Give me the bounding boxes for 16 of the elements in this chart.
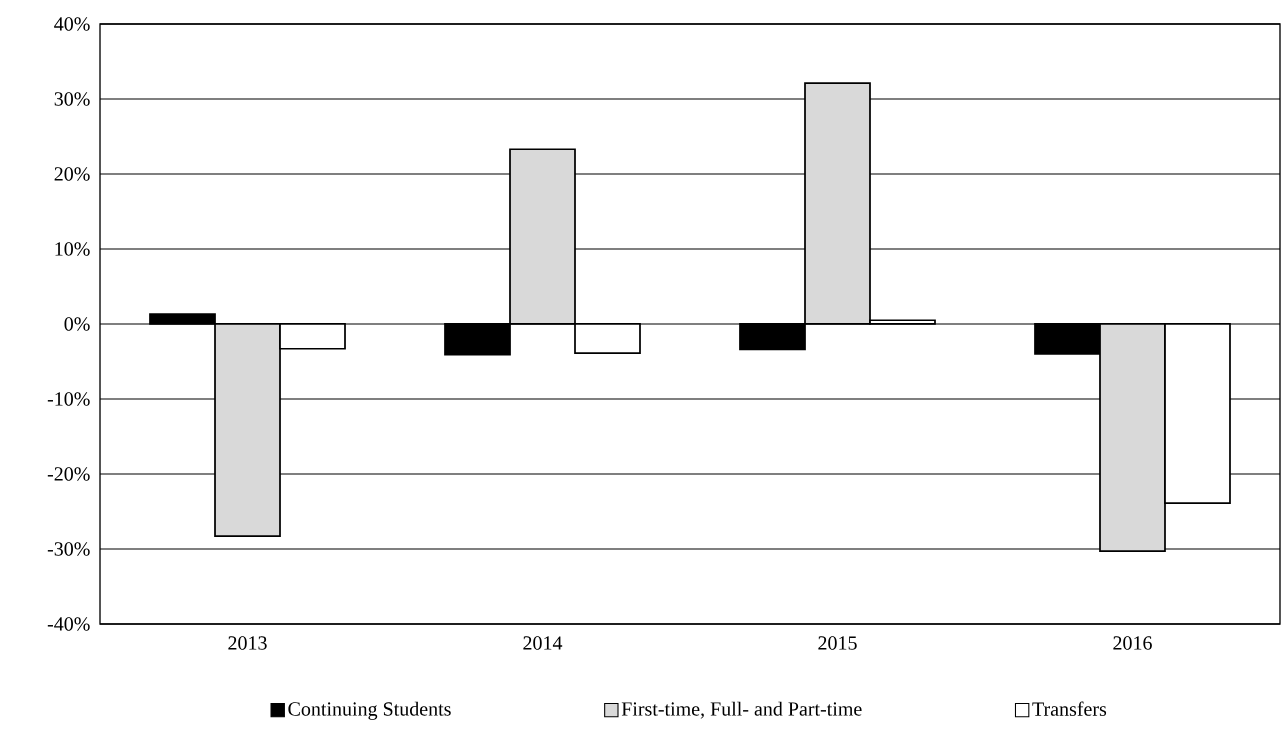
legend-label: Continuing Students — [288, 701, 451, 720]
y-tick-label: 40% — [54, 17, 90, 31]
y-tick-label: -20% — [47, 467, 90, 481]
x-tick-label: 2015 — [818, 636, 857, 650]
y-tick-label: -10% — [47, 392, 90, 406]
x-tick-label: 2013 — [228, 636, 267, 650]
y-tick-label: -40% — [47, 617, 90, 631]
y-tick-label: -30% — [47, 542, 90, 556]
y-tick-label: 10% — [55, 242, 90, 256]
legend-label: Transfers — [1032, 701, 1107, 716]
x-tick-label: 2014 — [523, 636, 563, 650]
legend-label: First-time, Full- and Part-time — [621, 701, 862, 719]
y-tick-label: 20% — [54, 167, 90, 181]
x-tick-label: 2016 — [1113, 636, 1152, 650]
y-tick-label: 0% — [64, 317, 90, 331]
y-tick-label: 30% — [54, 92, 90, 106]
